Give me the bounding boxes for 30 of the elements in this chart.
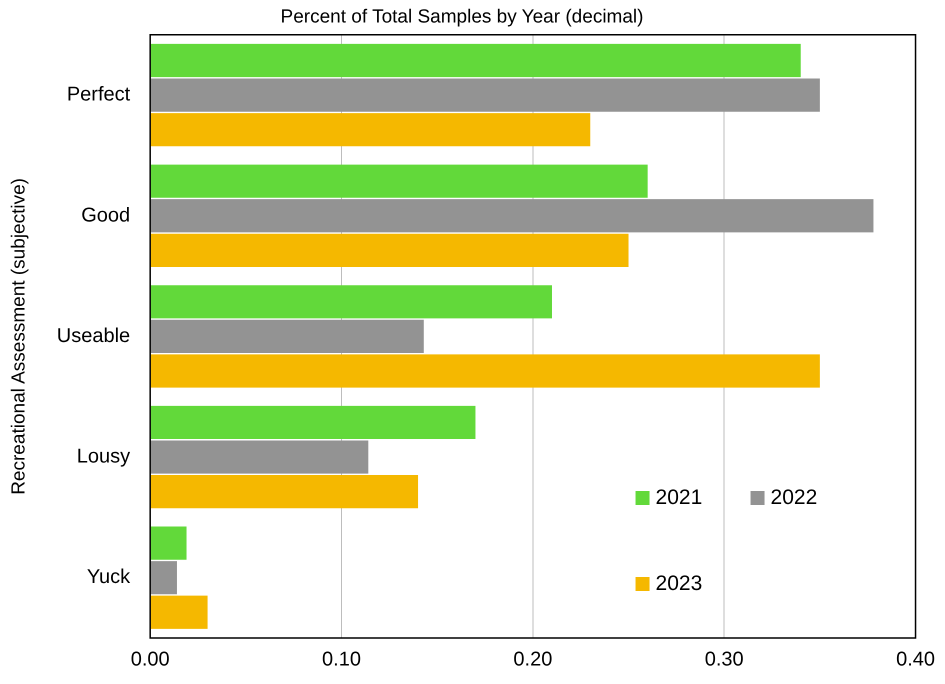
y-axis-title: Recreational Assessment (subjective) — [8, 178, 30, 495]
bar — [150, 44, 801, 78]
bar — [150, 199, 874, 232]
x-tick-label: 0.20 — [513, 648, 552, 671]
chart-title: Percent of Total Samples by Year (decimal) — [280, 6, 644, 28]
y-tick-label: Lousy — [76, 446, 130, 468]
y-tick-label: Good — [81, 204, 130, 226]
bar — [150, 440, 368, 474]
y-tick-label: Yuck — [86, 566, 132, 588]
bar — [150, 406, 476, 440]
x-tick-label: 0.00 — [130, 648, 170, 671]
x-tick-label: 0.40 — [896, 648, 936, 671]
legend-label: 2023 — [656, 572, 702, 595]
y-tick-label: Perfect — [66, 84, 131, 106]
y-tick-label: Useable — [56, 324, 130, 347]
bar — [150, 164, 648, 198]
bar — [150, 561, 177, 594]
bar — [150, 475, 418, 508]
bar — [150, 596, 208, 629]
legend-label: 2022 — [770, 486, 818, 509]
bar — [150, 320, 424, 353]
bar — [150, 113, 590, 146]
legend-label: 2021 — [656, 486, 702, 509]
bar — [150, 285, 552, 318]
bar — [150, 78, 820, 112]
bar — [150, 354, 820, 388]
bar — [150, 234, 629, 267]
x-tick-label: 0.30 — [704, 648, 744, 671]
x-tick-label: 0.10 — [322, 648, 361, 671]
bar — [150, 526, 187, 560]
